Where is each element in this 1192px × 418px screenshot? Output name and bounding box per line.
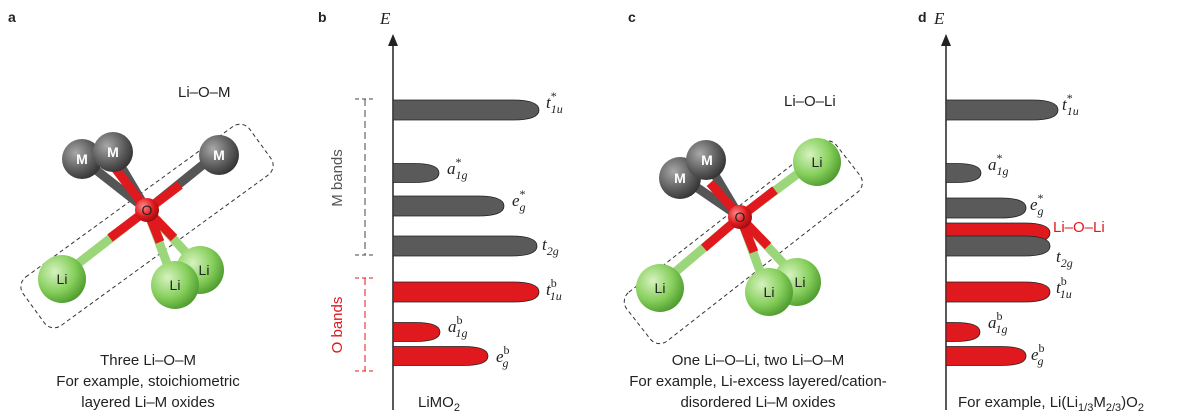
panel-d-band-2 xyxy=(945,163,982,183)
panel-d-orbital-label-6: ab 1g xyxy=(988,309,1008,336)
panel-c: c Li–O–Li M M O xyxy=(623,9,887,411)
svg-text:Li: Li xyxy=(57,271,68,287)
svg-text:M: M xyxy=(701,152,713,168)
svg-text:Li: Li xyxy=(812,154,823,170)
panel-b-letter: b xyxy=(318,9,327,25)
panel-b-o-bands-label: O bands xyxy=(329,297,346,354)
panel-a-atom-li1: Li xyxy=(38,255,86,303)
svg-text:O: O xyxy=(142,202,153,218)
svg-text:M: M xyxy=(107,144,119,160)
panel-b-band-7 xyxy=(392,346,489,366)
panel-d-band-7 xyxy=(945,346,1027,366)
panel-a-bond-label: Li–O–M xyxy=(178,84,231,101)
panel-c-caption-1: One Li–O–Li, two Li–O–M xyxy=(672,352,845,369)
panel-c-atom-li2: Li xyxy=(636,264,684,312)
panel-b-bands: t* 1u a* 1g e* g t2g tb 1u ab 1g eb g xyxy=(392,89,563,370)
panel-a-atom-m1: M xyxy=(62,139,102,179)
svg-text:Li: Li xyxy=(795,274,806,290)
panel-b-band-6 xyxy=(392,322,441,342)
panel-b-axis-label: E xyxy=(379,9,391,28)
panel-b: b E M bands O bands t* 1u a* 1g e* g t2g tb 1u ab… xyxy=(318,9,563,414)
panel-b-o-bracket xyxy=(355,277,375,372)
svg-text:O: O xyxy=(735,209,746,225)
svg-text:Li: Li xyxy=(655,280,666,296)
svg-text:M: M xyxy=(674,170,686,186)
panel-d-bottom-label: For example, Li(Li1/3M2/3)O2 xyxy=(958,394,1144,414)
panel-d-li-o-li-label: Li–O–Li xyxy=(1053,219,1105,236)
panel-b-orbital-label-4: t2g xyxy=(542,235,559,258)
panel-c-caption-3: disordered Li–M oxides xyxy=(680,394,835,411)
panel-d-orbital-label-7: eb g xyxy=(1031,341,1045,368)
panel-a-caption-1: Three Li–O–M xyxy=(100,352,196,369)
panel-b-orbital-label-2: a* 1g xyxy=(447,155,468,182)
panel-c-bond-label: Li–O–Li xyxy=(784,93,836,110)
panel-c-atom-o: O xyxy=(728,205,752,229)
panel-b-bottom-label: LiMO2 xyxy=(418,394,460,414)
panel-d: d E t* 1u a* 1g e* g t2g tb 1u ab 1g eb g Li–O–Li Fo… xyxy=(918,9,1144,414)
panel-a: a Li–O–M M M M xyxy=(8,9,274,411)
panel-a-letter: a xyxy=(8,9,16,25)
panel-d-band-5 xyxy=(945,281,1051,303)
panel-d-band-4 xyxy=(945,235,1051,257)
panel-a-atom-o: O xyxy=(135,198,159,222)
panel-b-orbital-label-5: tb 1u xyxy=(546,276,562,303)
panel-c-atom-li1: Li xyxy=(793,138,841,186)
panel-b-orbital-label-1: t* 1u xyxy=(546,89,563,116)
panel-d-orbital-label-3: e* g xyxy=(1030,191,1044,218)
panel-a-atom-m3: M xyxy=(199,135,239,175)
panel-c-atom-m2: M xyxy=(686,140,726,180)
panel-b-band-1 xyxy=(392,99,540,121)
svg-text:M: M xyxy=(76,151,88,167)
panel-c-highlight-box xyxy=(623,140,863,345)
panel-a-atom-li2: Li xyxy=(151,261,199,309)
panel-d-band-6 xyxy=(945,322,981,342)
svg-text:Li: Li xyxy=(170,277,181,293)
panel-d-orbital-label-5: tb 1u xyxy=(1056,274,1072,301)
panel-b-band-5 xyxy=(392,281,540,303)
panel-a-caption-2: For example, stoichiometric xyxy=(56,373,240,390)
panel-d-orbital-label-4: t2g xyxy=(1056,247,1073,270)
panel-b-orbital-label-7: eb g xyxy=(496,343,510,370)
panel-b-m-bands-label: M bands xyxy=(329,149,346,207)
panel-b-band-4 xyxy=(392,235,538,257)
panel-b-orbital-label-3: e* g xyxy=(512,187,526,214)
panel-d-bands: t* 1u a* 1g e* g t2g tb 1u ab 1g eb g xyxy=(945,91,1079,368)
panel-d-letter: d xyxy=(918,9,927,25)
panel-b-band-2 xyxy=(392,163,440,183)
panel-a-caption-3: layered Li–M oxides xyxy=(81,394,214,411)
panel-a-atom-m2: M xyxy=(93,132,133,172)
panel-b-orbital-label-6: ab 1g xyxy=(448,313,468,340)
panel-c-letter: c xyxy=(628,9,636,25)
svg-text:Li: Li xyxy=(764,284,775,300)
panel-c-caption-2: For example, Li-excess layered/cation- xyxy=(629,373,887,390)
panel-c-atom-li3: Li xyxy=(745,268,793,316)
panel-b-band-3 xyxy=(392,195,505,217)
panel-d-orbital-label-1: t* 1u xyxy=(1062,91,1079,118)
panel-d-axis-label: E xyxy=(933,9,945,28)
svg-text:M: M xyxy=(213,147,225,163)
panel-d-band-1 xyxy=(945,99,1059,121)
panel-d-orbital-label-2: a* 1g xyxy=(988,151,1009,178)
panel-d-band-3 xyxy=(945,197,1027,219)
svg-text:Li: Li xyxy=(199,262,210,278)
panel-b-m-bracket xyxy=(355,98,375,256)
